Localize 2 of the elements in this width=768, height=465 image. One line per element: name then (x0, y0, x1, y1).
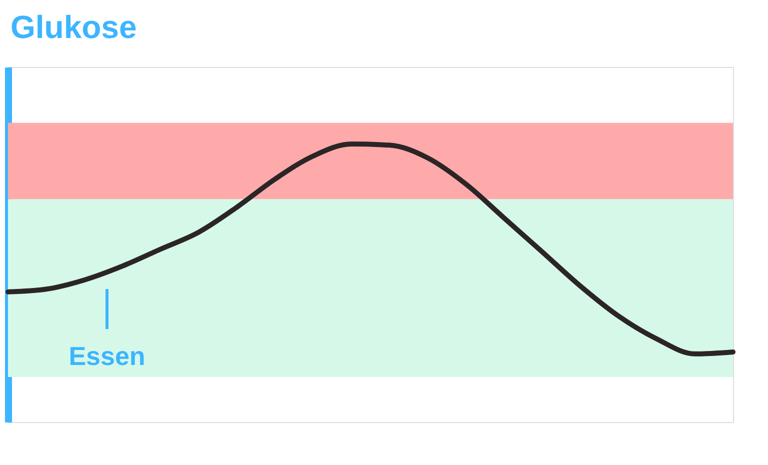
y-axis-title: Glukose (10, 9, 137, 45)
annotation: Essen (68, 341, 146, 371)
